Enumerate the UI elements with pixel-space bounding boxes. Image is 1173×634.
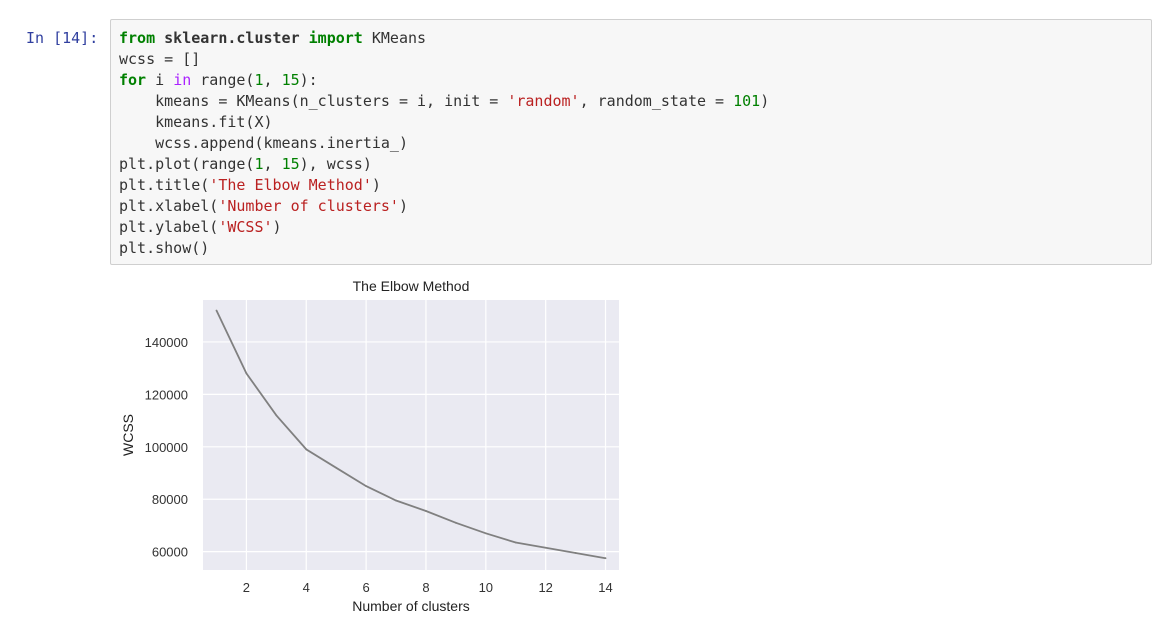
y-tick-label: 80000 [152,492,188,507]
code-line: wcss = [] [119,50,201,68]
code-line: plt.ylabel('WCSS') [119,218,282,236]
y-tick-label: 120000 [145,387,188,402]
elbow-chart: 2 4 6 8 10 12 14 60000 80000 100000 120000 140000 Th… [120,278,619,614]
y-tick-label: 100000 [145,440,188,455]
data-point [544,546,547,549]
elbow-chart-output: 2 4 6 8 10 12 14 60000 80000 100000 120000 140000 Th… [110,274,640,624]
x-axis-label: Number of clusters [352,598,469,614]
code-line: plt.show() [119,239,210,257]
code-editor[interactable]: from sklearn.cluster import KMeans wcss =… [119,28,769,259]
x-tick-label: 4 [303,580,310,595]
series-line [215,310,606,560]
data-point [215,309,218,312]
data-point [514,541,517,544]
x-tick-label: 6 [362,580,369,595]
data-point [365,485,368,488]
data-point [454,521,457,524]
x-tick-label: 8 [422,580,429,595]
code-cell-input[interactable]: from sklearn.cluster import KMeans wcss =… [110,19,1152,265]
data-point [275,414,278,417]
plot-area [203,300,619,570]
code-line: kmeans.fit(X) [119,113,273,131]
data-point [484,532,487,535]
code-line: wcss.append(kmeans.inertia_) [119,134,408,152]
code-line: plt.xlabel('Number of clusters') [119,197,408,215]
x-tick-label: 12 [538,580,552,595]
data-point [574,552,577,554]
data-point [425,510,427,512]
y-axis-label: WCSS [120,414,136,456]
chart-title: The Elbow Method [353,278,470,294]
y-tick-label: 60000 [152,545,188,560]
data-point [305,448,308,451]
y-tick-label: 140000 [145,335,188,350]
cell-prompt: In [14]: [26,29,99,47]
data-point [245,372,248,375]
code-line: plt.plot(range(1, 15), wcss) [119,155,372,173]
code-line: from sklearn.cluster import KMeans [119,29,427,47]
x-tick-label: 2 [243,580,250,595]
code-line: kmeans = KMeans(n_clusters = i, init = '… [119,92,770,110]
x-tick-label: 14 [598,580,612,595]
data-point [395,499,397,502]
data-point [335,466,338,469]
code-line: for i in range(1, 15): [119,71,318,89]
x-tick-label: 10 [479,580,493,595]
code-line: plt.title('The Elbow Method') [119,176,381,194]
data-point [604,557,607,560]
